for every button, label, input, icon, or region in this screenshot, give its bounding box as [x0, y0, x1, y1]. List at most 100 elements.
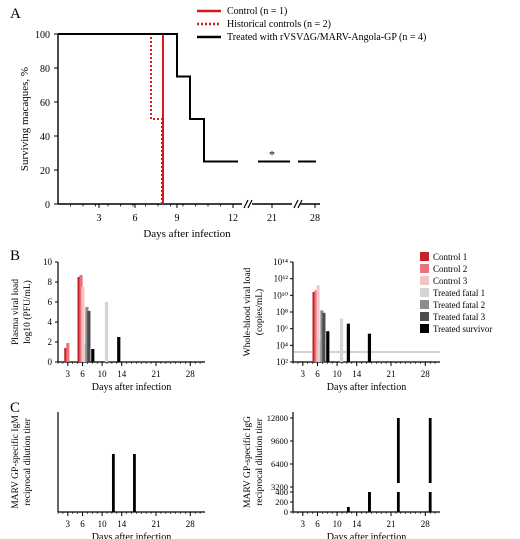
a-axis-break — [293, 199, 299, 209]
br-bar — [326, 331, 330, 362]
br-legend-swatch — [420, 252, 429, 261]
cr-x-tick-label: 6 — [315, 519, 320, 529]
cr-x-axis-label: Days after infection — [327, 532, 406, 539]
a-x-tick-label: 12 — [228, 213, 238, 224]
cr-y-tick-label: 200 — [275, 497, 288, 507]
a-x-tick-label: 3 — [97, 213, 102, 224]
br-x-tick-label: 6 — [315, 369, 320, 379]
br-legend-label: Treated fatal 2 — [433, 300, 485, 310]
bl-y-tick-label: 8 — [48, 277, 53, 287]
cl-x-tick-label: 10 — [98, 519, 108, 529]
bl-bar — [81, 287, 85, 362]
a-x-tick-label: 21 — [267, 213, 277, 224]
br-bar — [316, 285, 320, 362]
bl-bar — [85, 307, 89, 362]
bl-bar — [91, 349, 95, 362]
a-axis-break — [243, 199, 249, 209]
cr-bar — [428, 418, 432, 483]
cl-x-tick-label: 3 — [66, 519, 71, 529]
a-legend-label: Historical controls (n = 2) — [227, 19, 331, 30]
br-y-tick-label: 10¹⁴ — [273, 257, 288, 267]
cl-x-tick-label: 21 — [152, 519, 161, 529]
cr-y-axis-label: MARV GP-specific IgG reciprocal dilution … — [242, 416, 265, 508]
br-legend-swatch — [420, 264, 429, 273]
bl-bar — [117, 337, 121, 362]
cr-y-tick-label: 400 — [275, 487, 288, 497]
cr-y-tick-label: 0 — [284, 507, 288, 517]
br-y-tick-label: 10⁶ — [276, 324, 288, 334]
br-legend-label: Control 2 — [433, 264, 467, 274]
br-legend-label: Treated fatal 1 — [433, 288, 485, 298]
br-y-tick-label: 10⁴ — [276, 340, 288, 350]
cl-x-tick-label: 28 — [186, 519, 196, 529]
br-y-tick-label: 10² — [276, 357, 288, 367]
bl-y-tick-label: 6 — [48, 297, 53, 307]
br-bar — [314, 290, 318, 362]
br-bar — [322, 312, 326, 362]
br-x-axis-label: Days after infection — [327, 382, 406, 393]
br-bar — [318, 341, 322, 362]
br-legend-label: Treated survivor — [433, 324, 492, 334]
a-y-tick-label: 80 — [40, 64, 50, 75]
a-series-treated — [58, 33, 238, 163]
bl-x-tick-label: 14 — [117, 369, 127, 379]
br-y-tick-label: 10¹² — [274, 274, 289, 284]
bl-y-tick-label: 0 — [48, 357, 53, 367]
a-axis-break — [297, 199, 303, 209]
br-legend-label: Treated fatal 3 — [433, 312, 486, 322]
bl-x-tick-label: 6 — [80, 369, 85, 379]
cr-x-tick-label: 10 — [333, 519, 343, 529]
bl-bar — [79, 275, 83, 362]
cl-x-tick-label: 14 — [117, 519, 127, 529]
cl-x-tick-label: 6 — [80, 519, 85, 529]
a-x-tick-label: 28 — [310, 213, 320, 224]
a-x-axis-label: Days after infection — [143, 228, 231, 240]
br-legend-swatch — [420, 288, 429, 297]
cl-bar — [133, 454, 136, 512]
bl-x-tick-label: 21 — [152, 369, 161, 379]
panel-letter-a: A — [10, 6, 21, 22]
br-legend-swatch — [420, 300, 429, 309]
br-y-axis-label: Whole-blood viral load (copies/mL) — [243, 267, 265, 356]
a-axis-break — [247, 199, 253, 209]
bl-y-tick-label: 10 — [43, 257, 53, 267]
cr-y-tick-label: 6400 — [271, 459, 288, 469]
cr-bar — [346, 507, 350, 512]
cr-x-tick-label: 28 — [421, 519, 431, 529]
cr-x-tick-label: 21 — [387, 519, 396, 529]
cr-bar-base — [368, 492, 371, 512]
a-y-tick-label: 60 — [40, 98, 50, 109]
bl-bar — [66, 343, 70, 362]
panel-letter-b: B — [10, 248, 21, 264]
a-y-tick-label: 20 — [40, 166, 50, 177]
br-bar — [367, 333, 372, 362]
a-series-control — [58, 33, 164, 204]
cl-x-axis-label: Days after infection — [92, 532, 171, 539]
cr-x-tick-label: 14 — [352, 519, 362, 529]
a-y-tick-label: 100 — [35, 30, 50, 41]
br-legend-label: Control 1 — [433, 252, 467, 262]
br-bar — [320, 310, 324, 362]
bl-y-tick-label: 4 — [48, 317, 53, 327]
br-bar — [339, 318, 344, 362]
br-y-tick-label: 10⁸ — [276, 307, 288, 317]
cr-x-tick-label: 3 — [301, 519, 306, 529]
a-y-axis-label: Surviving macaques, % — [19, 67, 31, 171]
cr-bar-base — [396, 492, 400, 512]
br-x-tick-label: 21 — [387, 369, 396, 379]
br-bar — [312, 292, 316, 362]
a-y-tick-label: 40 — [40, 132, 50, 143]
a-x-tick-label: 9 — [175, 213, 180, 224]
br-legend-label: Control 3 — [433, 276, 468, 286]
cl-bar — [111, 454, 115, 512]
a-annotation-asterisk: * — [269, 148, 275, 162]
a-x-tick-label: 6 — [133, 213, 138, 224]
br-legend-swatch — [420, 324, 429, 333]
br-legend-swatch — [420, 276, 429, 285]
bl-x-tick-label: 3 — [66, 369, 71, 379]
cl-y-axis-label: MARV GP-specific IgM reciprocal dilution … — [10, 415, 33, 509]
br-bar — [346, 323, 350, 362]
br-y-tick-label: 10¹⁰ — [273, 290, 289, 300]
bl-y-tick-label: 2 — [48, 337, 53, 347]
